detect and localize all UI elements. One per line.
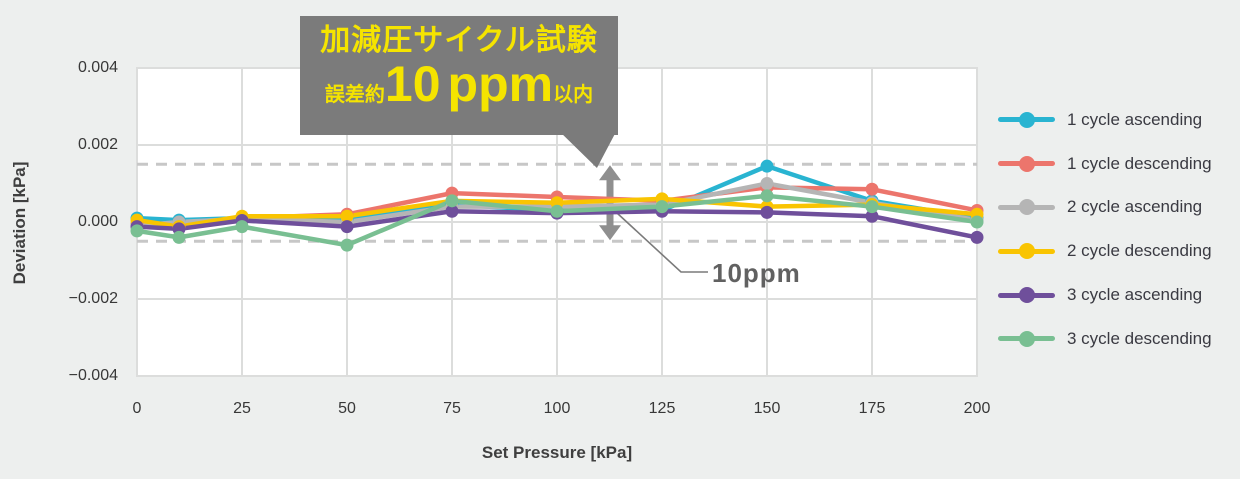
legend-marker-icon (998, 199, 1055, 216)
legend: 1 cycle ascending 1 cycle descending 2 cyc… (998, 98, 1212, 361)
x-axis-title: Set Pressure [kPa] (481, 443, 633, 462)
x-tick-label: 150 (753, 400, 781, 417)
legend-label: 1 cycle descending (1067, 153, 1212, 173)
legend-dot-icon (1018, 287, 1035, 304)
y-tick-label: 0.002 (77, 136, 118, 153)
legend-item: 1 cycle ascending (998, 98, 1212, 142)
legend-marker-icon (998, 155, 1055, 172)
legend-marker-icon (998, 330, 1055, 347)
legend-label: 1 cycle ascending (1067, 109, 1203, 129)
legend-label: 2 cycle ascending (1067, 197, 1203, 217)
y-tick-label: 0.004 (77, 59, 118, 76)
x-tick-label: 50 (338, 400, 356, 417)
legend-item: 2 cycle descending (998, 229, 1212, 273)
callout-error-suffix: 以内 (553, 84, 594, 106)
x-tick-label: 125 (648, 400, 676, 417)
callout-error-line: 誤差約 10 ppm 以内 (325, 57, 593, 112)
x-tick-label: 0 (132, 400, 142, 417)
x-tick-label: 100 (543, 400, 571, 417)
callout-error-prefix: 誤差約 (324, 84, 385, 106)
y-tick-label: 0.000 (77, 213, 118, 230)
legend-dot-icon (1018, 330, 1035, 347)
legend-dot-icon (1018, 243, 1035, 260)
callout-box: 加減圧サイクル試験 誤差約 10 ppm 以内 (300, 16, 618, 135)
x-tick-label: 25 (233, 400, 251, 417)
legend-item: 3 cycle ascending (998, 273, 1212, 317)
callout-error-value: 10 (384, 56, 441, 112)
legend-marker-icon (998, 111, 1055, 128)
legend-dot-icon (1018, 199, 1035, 216)
y-tick-label: −0.002 (68, 290, 118, 307)
y-axis-title: Deviation [kPa] (10, 161, 29, 285)
legend-label: 3 cycle descending (1067, 328, 1212, 348)
callout-title: 加減圧サイクル試験 (320, 24, 598, 57)
legend-dot-icon (1018, 111, 1035, 128)
legend-item: 2 cycle ascending (998, 186, 1212, 230)
legend-marker-icon (998, 287, 1055, 304)
x-tick-label: 175 (858, 400, 886, 417)
legend-dot-icon (1018, 155, 1035, 172)
legend-label: 3 cycle ascending (1067, 285, 1203, 305)
legend-label: 2 cycle descending (1067, 241, 1212, 261)
legend-item: 3 cycle descending (998, 317, 1212, 361)
tolerance-band-label: 10ppm (712, 258, 801, 288)
x-tick-label: 75 (443, 400, 461, 417)
x-tick-label: 200 (963, 400, 991, 417)
callout-error-unit: ppm (447, 56, 554, 112)
legend-item: 1 cycle descending (998, 142, 1212, 186)
legend-marker-icon (998, 243, 1055, 260)
y-tick-label: −0.004 (68, 367, 118, 384)
